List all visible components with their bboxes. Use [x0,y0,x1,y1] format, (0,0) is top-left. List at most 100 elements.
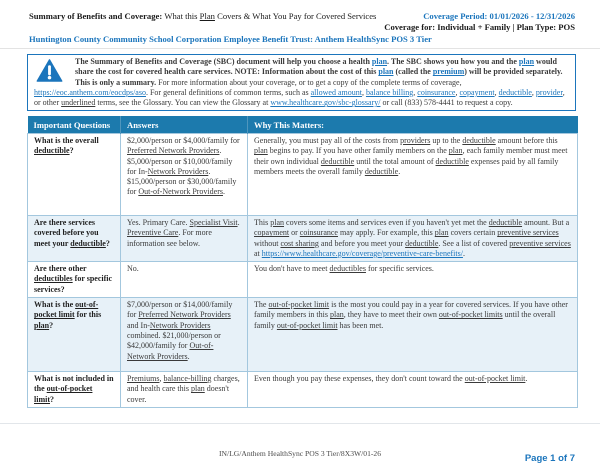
text-segment: . [187,351,190,361]
text-segment: , [494,87,499,97]
glossary-term-link[interactable]: copayment [254,228,290,238]
text-segment: begins to pay. If you have other family … [267,146,449,156]
glossary-term-link[interactable]: plan [434,228,449,238]
glossary-term-link[interactable]: Premiums [127,374,160,384]
text-segment: What this [164,11,200,21]
text-segment: . [237,217,240,227]
table-header-row: Important Questions Answers Why This Mat… [27,116,578,134]
text-segment: Are there other [34,264,87,274]
glossary-term-link[interactable]: deductibles [34,274,73,284]
glossary-term-link[interactable]: deductibles [329,264,366,274]
text-segment: and In- [127,320,150,330]
text-segment: Generally, you must pay all of the costs… [254,135,401,145]
column-header-important-questions: Important Questions [27,116,121,134]
hyperlink[interactable]: deductible [498,87,532,97]
text-segment: . The SBC shows you how you and the [387,57,519,66]
title-line: Summary of Benefits and Coverage: What t… [29,11,575,22]
glossary-term-link[interactable]: underlined [61,98,96,108]
text-segment: for specific services? [34,274,113,294]
glossary-term-link[interactable]: Preventive Care [127,228,179,238]
glossary-term-link[interactable]: Out-of-Network Providers [127,341,214,361]
glossary-term-link[interactable]: Preferred Network Providers [138,310,231,320]
text-segment: until the overall family [254,310,556,330]
hyperlink[interactable]: plan [378,67,394,77]
text-segment: No. [127,264,139,274]
text-segment: The Summary of Benefits and Coverage (SB… [75,57,372,66]
glossary-term-link[interactable]: Network Providers [149,320,211,330]
glossary-term-link[interactable]: out-of-pocket limit [34,300,99,320]
hyperlink[interactable]: premium [432,67,465,77]
hyperlink[interactable]: plan [371,57,388,66]
hyperlink[interactable]: www.healthcare.gov/sbc-glossary/ [270,98,381,108]
glossary-term-link[interactable]: deductible [405,238,439,248]
question-cell: What is the overall deductible? [27,132,121,216]
text-segment: The [254,300,269,310]
why-cell: This plan covers some items and services… [247,214,578,263]
glossary-term-link[interactable]: deductible [320,156,355,166]
glossary-term-link[interactable]: deductible [70,238,106,248]
glossary-term-link[interactable]: plan [448,146,463,156]
glossary-term-link[interactable]: Specialist Visit [189,217,238,227]
text-segment: . For more information see below. [127,228,212,248]
question-cell: What is the out-of-pocket limit for this… [27,297,121,373]
hyperlink[interactable]: balance billing [365,87,414,97]
glossary-term-link[interactable]: out-of-pocket limit [34,384,93,404]
glossary-term-link[interactable]: deductible [435,156,469,166]
text-segment: $7,000/person or $14,000/family for [127,300,233,320]
glossary-term-link[interactable]: deductible [488,217,523,227]
question-cell: Are there other deductibles for specific… [27,261,121,299]
why-cell: Generally, you must pay all of the costs… [247,132,578,216]
text-segment: This [254,217,271,227]
glossary-term-link[interactable]: deductible [34,146,70,156]
hyperlink[interactable]: https://www.healthcare.gov/coverage/prev… [261,248,463,258]
text-segment: . [462,248,465,258]
glossary-term-link[interactable]: plan [34,320,50,330]
glossary-term-link[interactable]: out-of-pocket limits [438,310,503,320]
glossary-term-link[interactable]: plan [254,146,268,156]
hyperlink[interactable]: provider [535,87,563,97]
glossary-term-link[interactable]: preventive services [509,238,571,248]
hyperlink[interactable]: https://eoc.anthem.com/eocdps/aso [34,87,146,97]
question-cell: What is not included in the out-of-pocke… [27,371,121,408]
text-segment: ? [69,146,74,156]
glossary-term-link[interactable]: out-of-pocket limit [276,320,338,330]
glossary-term-link[interactable]: plan [190,384,205,394]
text-segment: What is the overall [34,135,99,145]
text-segment: until the total amount of [354,156,436,166]
column-header-answers: Answers [120,116,248,134]
text-segment: for this [74,310,102,320]
coverage-period: Coverage Period: 01/01/2026 - 12/31/2026 [423,11,575,21]
text-segment: . [222,187,225,197]
text-segment: Summary of Benefits and Coverage: [29,11,165,21]
glossary-term-link[interactable]: providers [400,135,431,145]
text-segment: without [254,238,281,248]
glossary-term-link[interactable]: deductible [462,135,496,145]
glossary-term-link[interactable]: cost sharing [280,238,319,248]
table-row-overall-deductible: What is the overall deductible? $2,000/p… [27,132,578,216]
glossary-term-link[interactable]: out-of-pocket limit [268,300,330,310]
text-segment: What is the [34,300,76,310]
glossary-term-link[interactable]: Out-of-Network Providers [138,187,223,197]
glossary-term-link[interactable]: preventive services [497,228,559,238]
text-segment: . $15,000/person or $30,000/family for [127,166,237,197]
glossary-term-link[interactable]: Preferred Network Providers [127,146,220,156]
glossary-term-link[interactable]: balance-billing [163,374,212,384]
glossary-term-link[interactable]: plan [270,217,285,227]
glossary-term-link[interactable]: Network Providers [147,166,209,176]
hyperlink[interactable]: allowed amount [310,87,362,97]
hyperlink[interactable]: plan [518,57,535,66]
text-segment: combined. $21,000/person or $42,000/fami… [127,330,221,351]
column-header-why-this-matters: Why This Matters: [247,116,578,134]
glossary-term-link[interactable]: out-of-pocket limit [464,374,526,384]
glossary-term-link[interactable]: deductible [364,166,399,176]
glossary-term-link[interactable]: Plan [199,11,215,21]
text-segment: , [361,87,366,97]
glossary-term-link[interactable]: coinsurance [299,228,338,238]
hyperlink[interactable]: copayment [459,87,495,97]
hyperlink[interactable]: coinsurance [417,87,456,97]
text-segment: . For general definitions of common term… [145,87,311,97]
glossary-term-link[interactable]: plan [330,310,344,320]
text-segment: . [398,166,401,176]
warning-triangle-icon [36,59,63,82]
text-segment: expenses paid by all family members meet… [254,156,559,176]
